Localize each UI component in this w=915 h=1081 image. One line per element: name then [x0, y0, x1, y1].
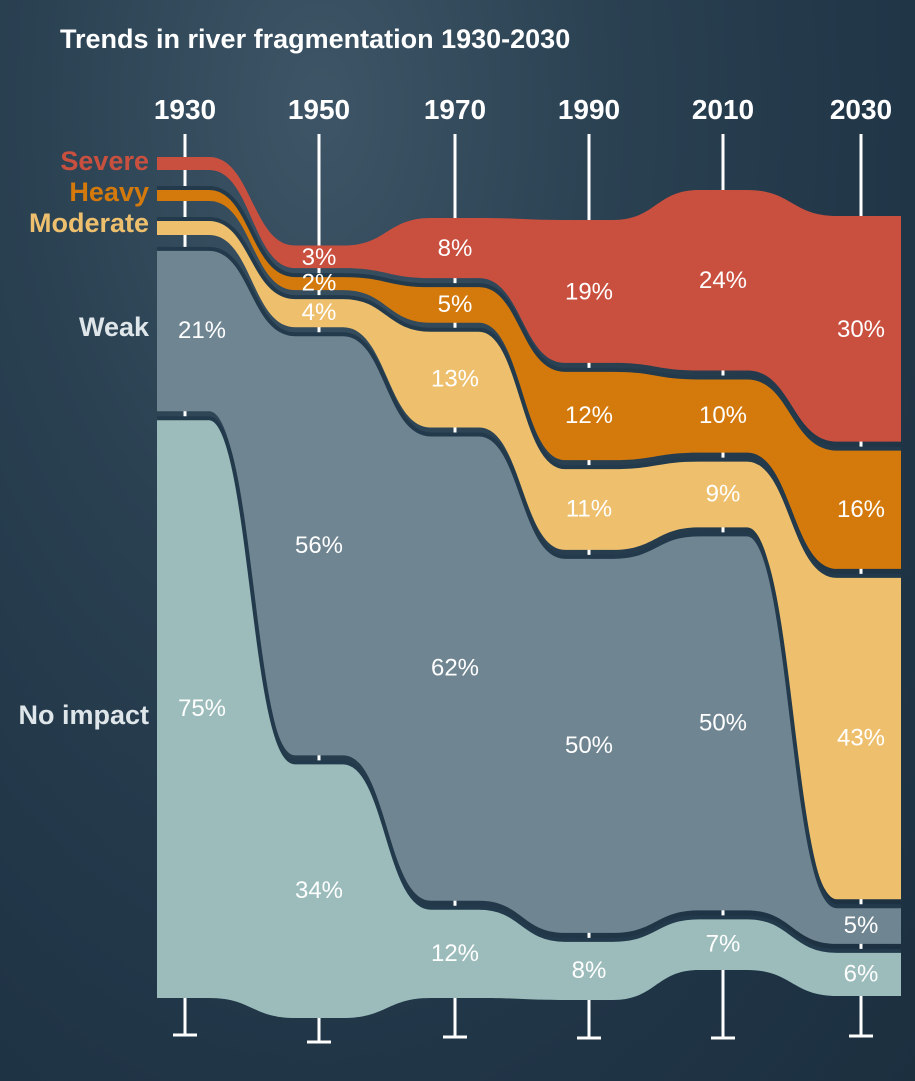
band-no-impact: [157, 418, 901, 1018]
value-labels: 21% 75% 3%2%4% 56% 34% 8% 5% 13% 62% 12% 19% 12% 11%…: [178, 235, 885, 987]
series-label-weak: Weak: [79, 312, 150, 342]
band-severe: [157, 157, 901, 442]
value-label: 11%: [566, 495, 612, 522]
year-label-1950: 1950: [288, 94, 350, 125]
value-label: 4%: [302, 299, 337, 326]
separator-line: [157, 217, 901, 578]
band-moderate: [157, 219, 901, 900]
value-label: 50%: [699, 709, 747, 736]
series-label-moderate: Moderate: [29, 208, 149, 238]
value-label: 9%: [706, 481, 741, 508]
value-label: 21%: [178, 317, 226, 344]
band-separators: [157, 186, 901, 953]
value-label: 8%: [438, 235, 473, 262]
band-heavy: [157, 188, 901, 569]
value-label: 30%: [837, 316, 885, 343]
series-label-heavy: Heavy: [69, 177, 149, 207]
separator-line: [157, 416, 901, 953]
series-label-no-impact: No impact: [18, 700, 149, 730]
value-label: 19%: [565, 278, 613, 305]
value-label: 34%: [295, 877, 343, 904]
chart-title: Trends in river fragmentation 1930-2030: [60, 24, 570, 54]
value-label: 7%: [706, 931, 741, 958]
value-label: 62%: [431, 655, 479, 682]
value-label: 10%: [699, 402, 747, 429]
band-weak: [157, 248, 901, 944]
value-label: 12%: [431, 940, 479, 967]
separator-line: [157, 186, 901, 451]
value-label: 56%: [295, 532, 343, 559]
value-label: 6%: [844, 960, 879, 987]
value-label: 5%: [438, 291, 473, 318]
value-label: 43%: [837, 725, 885, 752]
year-label-1970: 1970: [424, 94, 486, 125]
value-label: 75%: [178, 695, 226, 722]
year-label-1990: 1990: [558, 94, 620, 125]
value-label: 12%: [565, 402, 613, 429]
separator-line: [157, 246, 901, 909]
year-label-1930: 1930: [154, 94, 216, 125]
series-label-severe: Severe: [60, 146, 149, 176]
stacked-bands: [157, 157, 901, 1018]
value-label: 50%: [565, 732, 613, 759]
value-label: 24%: [699, 267, 747, 294]
value-label: 16%: [837, 496, 885, 523]
value-label: 3%: [302, 244, 337, 271]
value-label: 2%: [302, 270, 337, 297]
value-label: 5%: [844, 912, 879, 939]
year-label-2010: 2010: [692, 94, 754, 125]
value-label: 13%: [431, 366, 479, 393]
year-labels: 1930 1950 1970 1990 2010 2030: [154, 94, 892, 125]
value-label: 8%: [572, 957, 607, 984]
year-label-2030: 2030: [830, 94, 892, 125]
